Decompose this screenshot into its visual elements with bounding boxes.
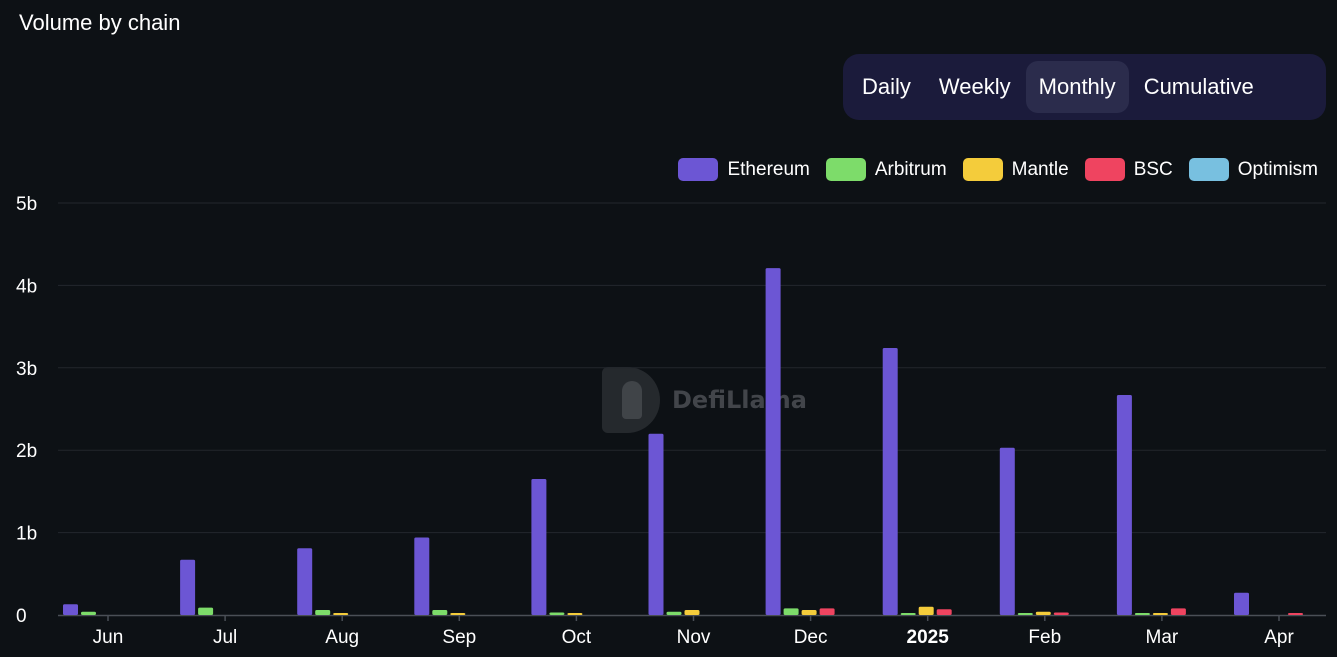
legend-item-bsc[interactable]: BSC [1084,158,1173,181]
legend-label-arbitrum: Arbitrum [874,158,947,180]
bar-ethereum-nov[interactable] [648,433,664,615]
bar-ethereum-sep[interactable] [414,537,430,615]
bar-arbitrum-2025[interactable] [900,613,916,615]
x-tick-label: Nov [677,627,711,648]
legend-label-ethereum: Ethereum [727,158,810,180]
bar-bsc-dec[interactable] [819,608,835,615]
x-tick-label: Feb [1028,627,1061,648]
legend-item-mantle[interactable]: Mantle [962,158,1069,181]
timeframe-tabs: Daily Weekly Monthly Cumulative [843,54,1326,120]
defillama-logo-icon [602,367,660,433]
y-tick-label: 1b [16,524,37,545]
bar-mantle-2025[interactable] [918,606,934,615]
bar-arbitrum-oct[interactable] [549,612,565,615]
bar-mantle-nov[interactable] [684,610,700,615]
tab-monthly[interactable]: Monthly [1025,61,1129,113]
x-tick-label: Aug [325,627,359,648]
bar-mantle-aug[interactable] [333,613,349,615]
tab-weekly[interactable]: Weekly [938,74,1011,99]
bar-ethereum-oct[interactable] [531,479,547,615]
legend-item-optimism[interactable]: Optimism [1188,158,1318,181]
bar-mantle-dec[interactable] [801,610,817,615]
legend-swatch-arbitrum [825,158,866,181]
bar-ethereum-jul[interactable] [180,559,196,615]
bar-arbitrum-mar[interactable] [1134,613,1150,615]
tab-daily[interactable]: Daily [862,74,911,99]
bar-arbitrum-jun[interactable] [81,611,96,615]
y-tick-label: 4b [16,276,37,297]
x-tick-label: Sep [442,627,476,648]
bar-ethereum-2025[interactable] [882,348,898,615]
x-tick-label: 2025 [907,627,950,648]
x-tick-label: Jun [93,627,124,648]
x-tick-label: Dec [794,627,828,648]
legend-label-optimism: Optimism [1237,158,1318,180]
chart-title: Volume by chain [19,10,181,35]
legend-swatch-mantle [962,158,1003,181]
legend-item-arbitrum[interactable]: Arbitrum [825,158,947,181]
bar-mantle-oct[interactable] [567,613,583,615]
legend-swatch-ethereum [678,158,719,181]
x-tick-label: Mar [1146,627,1179,648]
bar-arbitrum-dec[interactable] [783,608,799,615]
y-tick-label: 3b [16,359,37,380]
bar-bsc-2025[interactable] [936,609,952,615]
x-tick-label: Apr [1264,627,1294,648]
bar-ethereum-jun[interactable] [63,604,78,615]
legend-swatch-bsc [1084,158,1125,181]
bar-bsc-mar[interactable] [1170,608,1186,615]
x-tick-label: Oct [562,627,592,648]
x-tick-label: Jul [213,627,237,648]
bar-ethereum-mar[interactable] [1116,394,1132,615]
bar-mantle-sep[interactable] [450,613,466,615]
bar-ethereum-feb[interactable] [999,447,1015,615]
defillama-watermark: DefiLlama [602,366,807,434]
chart-legend: Ethereum Arbitrum Mantle BSC Optimism [662,158,1318,181]
y-tick-label: 2b [16,441,37,462]
bar-arbitrum-feb[interactable] [1017,613,1033,615]
bar-ethereum-aug[interactable] [297,548,313,615]
bar-arbitrum-sep[interactable] [432,610,448,615]
y-tick-label: 5b [16,194,37,215]
bar-mantle-mar[interactable] [1152,613,1168,615]
watermark-text: DefiLlama [672,386,807,414]
legend-item-ethereum[interactable]: Ethereum [678,158,810,181]
bar-bsc-apr[interactable] [1288,613,1303,615]
bar-ethereum-dec[interactable] [765,268,781,615]
tab-cumulative[interactable]: Cumulative [1143,74,1254,99]
legend-label-bsc: BSC [1133,158,1173,180]
bar-arbitrum-aug[interactable] [315,610,331,615]
bar-arbitrum-jul[interactable] [198,607,214,615]
legend-label-mantle: Mantle [1011,158,1069,180]
bar-arbitrum-nov[interactable] [666,611,682,615]
legend-swatch-optimism [1188,158,1229,181]
bar-mantle-feb[interactable] [1035,611,1051,615]
y-tick-label: 0 [16,606,27,627]
bar-bsc-feb[interactable] [1053,612,1069,615]
bar-ethereum-apr[interactable] [1234,592,1249,615]
